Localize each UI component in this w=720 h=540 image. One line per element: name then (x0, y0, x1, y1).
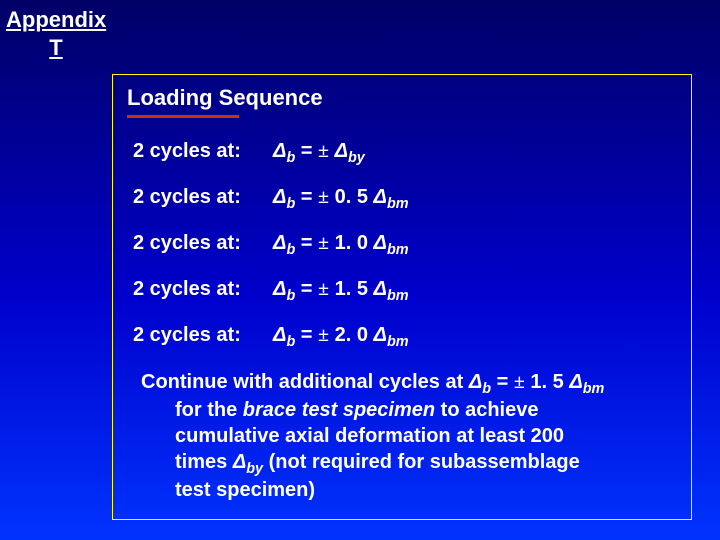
continue-line3: cumulative axial deformation at least 20… (175, 424, 677, 450)
cycle-label: 2 cycles at: (133, 140, 263, 166)
appendix-line1: Appendix (6, 7, 106, 32)
cycle-label: 2 cycles at: (133, 278, 263, 304)
continue-line5: test specimen) (175, 478, 677, 504)
cycle-row: 2 cycles at: Δb = ± 2. 0 Δbm (133, 324, 677, 350)
cycle-row: 2 cycles at: Δb = ± 1. 0 Δbm (133, 232, 677, 258)
cycle-row: 2 cycles at: Δb = ± 0. 5 Δbm (133, 186, 677, 212)
cycle-row: 2 cycles at: Δb = ± 1. 5 Δbm (133, 278, 677, 304)
content-box: Loading Sequence 2 cycles at: Δb = ± Δby… (112, 74, 692, 520)
continue-line2: for the brace test specimen to achieve (175, 398, 677, 424)
cycle-eq: Δb = ± 0. 5 Δbm (273, 186, 409, 212)
cycle-eq: Δb = ± 2. 0 Δbm (273, 324, 409, 350)
continue-block: Continue with additional cycles at Δb = … (141, 370, 677, 504)
cycle-label: 2 cycles at: (133, 324, 263, 350)
cycle-row: 2 cycles at: Δb = ± Δby (133, 140, 677, 166)
cycle-list: 2 cycles at: Δb = ± Δby 2 cycles at: Δb … (133, 140, 677, 350)
title-underline (127, 115, 239, 118)
continue-line1: Continue with additional cycles at Δb = … (141, 371, 604, 393)
appendix-line2: T (49, 35, 62, 60)
cycle-label: 2 cycles at: (133, 232, 263, 258)
appendix-label: Appendix T (6, 6, 106, 61)
cycle-label: 2 cycles at: (133, 186, 263, 212)
cycle-eq: Δb = ± Δby (273, 140, 365, 166)
box-title: Loading Sequence (127, 85, 677, 111)
cycle-eq: Δb = ± 1. 5 Δbm (273, 278, 409, 304)
continue-line4: times Δby (not required for subassemblag… (175, 450, 677, 478)
cycle-eq: Δb = ± 1. 0 Δbm (273, 232, 409, 258)
